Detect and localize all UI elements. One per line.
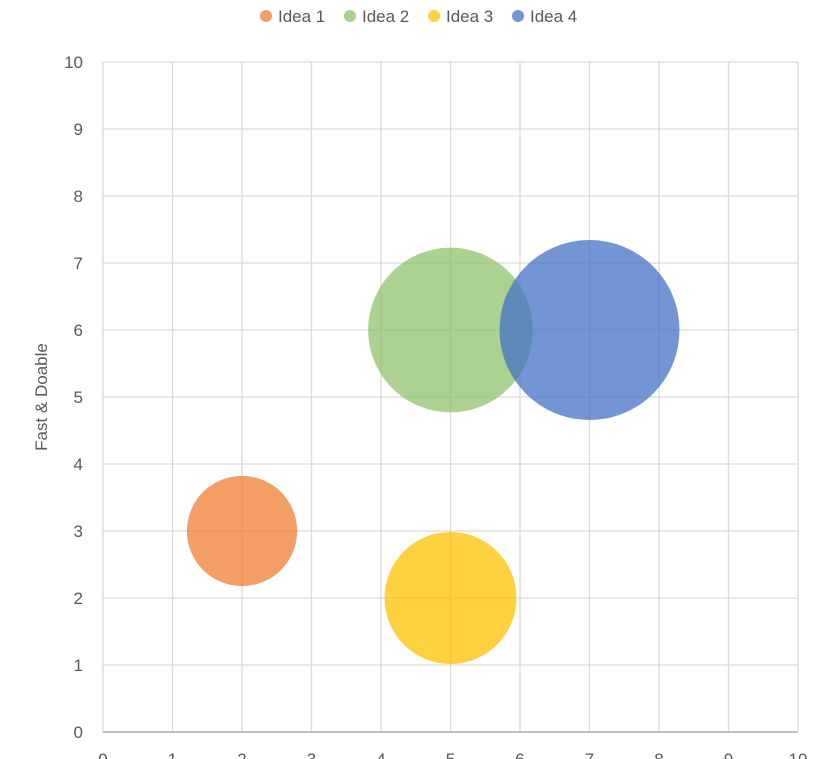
legend-label: Idea 4 xyxy=(530,7,577,26)
x-tick-label: 9 xyxy=(724,750,733,759)
x-tick-label: 7 xyxy=(585,750,594,759)
y-axis-ticks: 0 1 2 3 4 5 6 7 8 9 10 xyxy=(64,53,83,742)
y-tick-label: 5 xyxy=(74,388,83,407)
y-tick-label: 8 xyxy=(74,187,83,206)
x-tick-label: 4 xyxy=(376,750,385,759)
bubbles xyxy=(186,240,680,664)
legend-marker xyxy=(344,10,356,22)
x-tick-label: 10 xyxy=(789,750,808,759)
legend-label: Idea 2 xyxy=(362,7,409,26)
x-tick-label: 6 xyxy=(515,750,524,759)
x-tick-label: 0 xyxy=(98,750,107,759)
legend-marker xyxy=(428,10,440,22)
x-tick-label: 5 xyxy=(446,750,455,759)
y-tick-label: 3 xyxy=(74,522,83,541)
y-tick-label: 7 xyxy=(74,254,83,273)
x-tick-label: 8 xyxy=(654,750,663,759)
bubble-idea-1 xyxy=(186,475,298,587)
bubble-idea-4 xyxy=(499,240,680,420)
x-tick-label: 2 xyxy=(237,750,246,759)
legend-marker xyxy=(512,10,524,22)
y-axis-label: Fast & Doable xyxy=(32,343,51,451)
y-tick-label: 1 xyxy=(74,656,83,675)
x-tick-label: 3 xyxy=(307,750,316,759)
y-tick-label: 4 xyxy=(74,455,83,474)
y-tick-label: 10 xyxy=(64,53,83,72)
bubble-idea-3 xyxy=(384,532,517,664)
legend-label: Idea 3 xyxy=(446,7,493,26)
y-tick-label: 2 xyxy=(74,589,83,608)
x-axis-ticks: 0 1 2 3 4 5 6 7 8 9 10 xyxy=(98,750,807,759)
y-tick-label: 9 xyxy=(74,120,83,139)
legend-label: Idea 1 xyxy=(278,7,325,26)
y-tick-label: 0 xyxy=(74,723,83,742)
bubble-idea-2 xyxy=(368,247,533,413)
y-tick-label: 6 xyxy=(74,321,83,340)
legend: Idea 1 Idea 2 Idea 3 Idea 4 xyxy=(260,7,577,26)
x-tick-label: 1 xyxy=(168,750,177,759)
legend-marker xyxy=(260,10,272,22)
